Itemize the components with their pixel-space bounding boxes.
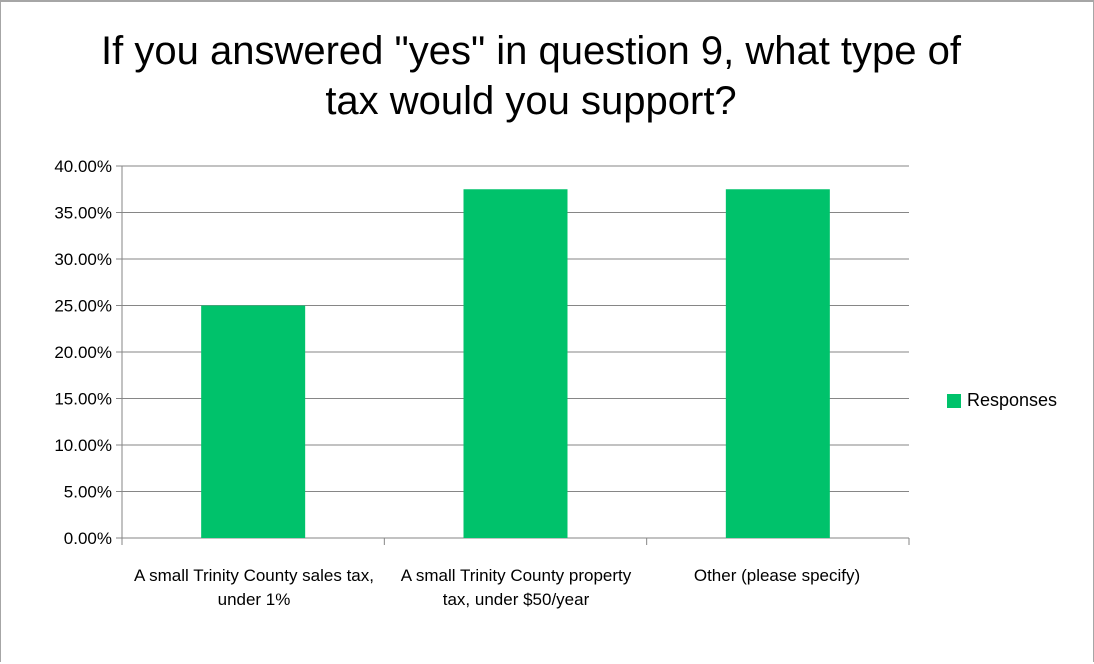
y-tick-label: 0.00% — [64, 529, 112, 548]
y-tick-label: 30.00% — [54, 250, 112, 269]
y-tick-label: 5.00% — [64, 483, 112, 502]
y-tick-label: 40.00% — [54, 157, 112, 176]
bar — [463, 189, 568, 538]
y-tick-label: 15.00% — [54, 390, 112, 409]
legend: Responses — [947, 390, 1057, 411]
y-tick-label: 10.00% — [54, 436, 112, 455]
category-label: Other (please specify) — [693, 566, 861, 585]
y-tick-label: 35.00% — [54, 204, 112, 223]
y-tick-label: 20.00% — [54, 343, 112, 362]
category-label: A small Trinity County property tax, und… — [400, 566, 632, 609]
bar — [201, 305, 306, 538]
bar — [725, 189, 830, 538]
legend-swatch — [947, 393, 961, 408]
category-label: A small Trinity County sales tax, under … — [134, 566, 374, 609]
chart-title: If you answered "yes" in question 9, wha… — [101, 29, 961, 123]
legend-label: Responses — [967, 390, 1058, 410]
y-tick-label: 25.00% — [54, 297, 112, 316]
